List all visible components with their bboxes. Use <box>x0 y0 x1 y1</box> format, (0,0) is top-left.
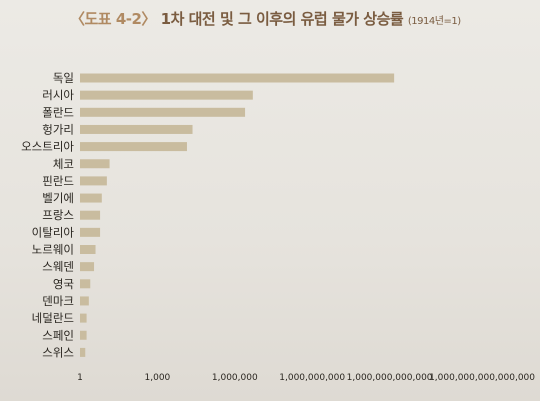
bar-14 <box>80 313 87 323</box>
bar-7 <box>80 193 102 203</box>
category-label-13: 덴마크 <box>42 294 74 308</box>
x-tick-label-5: 1,000,000,000,000,000 <box>429 373 535 383</box>
category-label-10: 노르웨이 <box>32 243 74 257</box>
category-label-7: 벨기에 <box>42 191 74 205</box>
bar-1 <box>80 90 253 100</box>
figure-tag: 〈도표 4-2〉 <box>70 10 156 28</box>
category-label-15: 스페인 <box>42 328 74 342</box>
x-tick-label-4: 1,000,000,000,000 <box>347 373 433 383</box>
category-label-11: 스웨덴 <box>42 260 74 274</box>
x-axis-ticks-group: 1 1,000 1,000,000 1,000,000,000 1,000,000,00… <box>77 373 535 383</box>
category-label-2: 폴란드 <box>42 105 74 119</box>
category-label-8: 프랑스 <box>42 208 74 222</box>
category-label-3: 헝가리 <box>42 122 74 136</box>
title-text: 1차 대전 및 그 이후의 유럽 물가 상승률 <box>160 10 404 28</box>
bar-10 <box>80 245 96 254</box>
bar-11 <box>80 262 95 272</box>
bar-8 <box>80 210 101 220</box>
category-label-6: 핀란드 <box>42 174 74 188</box>
bar-13 <box>80 296 89 306</box>
category-label-0: 독일 <box>53 71 74 85</box>
bar-2 <box>80 107 246 117</box>
bar-6 <box>80 176 107 186</box>
category-label-16: 스위스 <box>42 345 74 359</box>
category-label-12: 영국 <box>53 277 74 291</box>
x-tick-label-1: 1,000 <box>145 373 171 383</box>
bar-15 <box>80 330 87 340</box>
category-label-9: 이탈리아 <box>32 225 75 239</box>
bar-3 <box>80 124 193 134</box>
bar-4 <box>80 142 187 152</box>
x-tick-label-3: 1,000,000,000 <box>279 373 345 383</box>
chart-title: 〈도표 4-2〉 1차 대전 및 그 이후의 유럽 물가 상승률 (1914년=… <box>70 8 461 29</box>
category-label-14: 네덜란드 <box>32 311 74 325</box>
x-tick-label-2: 1,000,000 <box>212 373 258 383</box>
bar-12 <box>80 279 91 289</box>
bars-group <box>80 73 395 357</box>
bar-0 <box>80 73 395 83</box>
category-labels-group: 독일러시아폴란드헝가리오스트리아체코핀란드벨기에프랑스이탈리아노르웨이스웨덴영국… <box>21 71 74 359</box>
category-label-1: 러시아 <box>42 88 74 102</box>
bar-5 <box>80 159 110 169</box>
title-note: (1914년=1) <box>407 16 461 27</box>
bar-9 <box>80 227 101 237</box>
x-tick-label-0: 1 <box>77 373 83 383</box>
category-label-4: 오스트리아 <box>21 140 74 154</box>
bar-16 <box>80 347 86 357</box>
category-label-5: 체코 <box>53 157 74 171</box>
